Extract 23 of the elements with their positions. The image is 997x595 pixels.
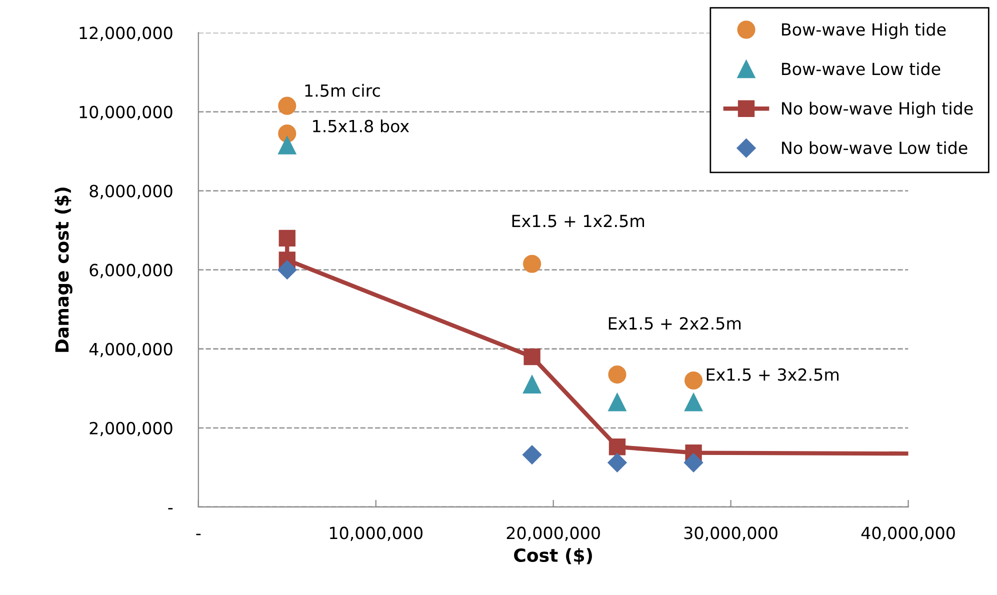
x-tick-label: 40,000,000 <box>861 526 955 541</box>
annotation: 1.5m circ <box>305 84 380 97</box>
annotation: Ex1.5 + 1x2.5m <box>512 214 644 228</box>
y-tick-label: - <box>168 508 173 510</box>
x-axis-title: Cost ($) <box>514 548 592 564</box>
y-tick-label: 12,000,000 <box>80 26 172 41</box>
x-tick-label: 20,000,000 <box>506 526 600 541</box>
annotation: 1.5x1.8 box <box>313 120 410 132</box>
y-tick-label: 8,000,000 <box>90 184 172 200</box>
x-tick-label: - <box>196 534 201 536</box>
legend-label: No bow-wave High tide <box>782 102 973 118</box>
y-tick-label: 6,000,000 <box>90 264 172 278</box>
legend-label: No bow-wave Low tide <box>782 141 968 154</box>
y-tick-label: 10,000,000 <box>80 106 172 120</box>
x-tick-label: 10,000,000 <box>330 526 422 541</box>
legend-label: Bow-wave Low tide <box>782 62 940 76</box>
annotation: Ex1.5 + 3x2.5m <box>706 368 838 381</box>
y-axis-title: Damage cost ($) <box>54 188 72 352</box>
y-tick-label: 4,000,000 <box>89 342 172 358</box>
legend-label: Bow-wave High tide <box>782 22 946 39</box>
y-tick-label: 2,000,000 <box>90 422 172 436</box>
x-tick-label: 30,000,000 <box>684 526 778 541</box>
annotation: Ex1.5 + 2x2.5m <box>608 317 741 330</box>
